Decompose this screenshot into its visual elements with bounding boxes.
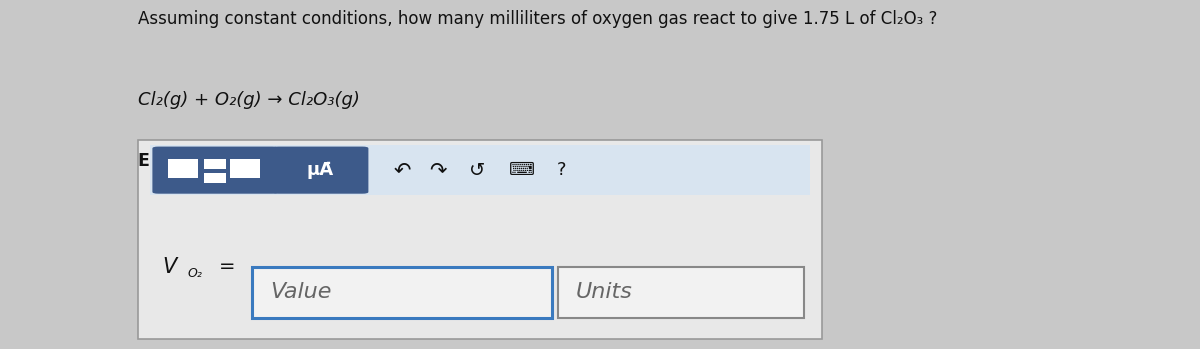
FancyBboxPatch shape (558, 267, 804, 318)
FancyBboxPatch shape (272, 147, 368, 194)
Text: Cl₂(g) + O₂(g) → Cl₂O₃(g): Cl₂(g) + O₂(g) → Cl₂O₃(g) (138, 91, 360, 109)
Text: μȦ: μȦ (307, 161, 334, 179)
FancyBboxPatch shape (230, 159, 260, 178)
Text: ↺: ↺ (469, 161, 486, 180)
Text: Units: Units (576, 282, 632, 302)
Text: ↷: ↷ (430, 160, 446, 180)
Text: V: V (162, 257, 176, 277)
FancyBboxPatch shape (138, 140, 822, 339)
Text: ?: ? (557, 161, 566, 179)
Text: =: = (218, 258, 235, 276)
FancyBboxPatch shape (204, 173, 226, 183)
FancyBboxPatch shape (252, 267, 552, 318)
Text: Assuming constant conditions, how many milliliters of oxygen gas react to give 1: Assuming constant conditions, how many m… (138, 10, 937, 29)
FancyBboxPatch shape (204, 159, 226, 169)
Text: ↶: ↶ (394, 160, 410, 180)
FancyBboxPatch shape (152, 147, 278, 194)
FancyBboxPatch shape (168, 159, 198, 178)
Text: O₂: O₂ (187, 267, 202, 281)
Text: Value: Value (270, 282, 331, 302)
Text: Express your answer with the appropriate units.: Express your answer with the appropriate… (138, 152, 613, 170)
FancyBboxPatch shape (150, 145, 810, 195)
Text: ⌨: ⌨ (509, 161, 535, 179)
